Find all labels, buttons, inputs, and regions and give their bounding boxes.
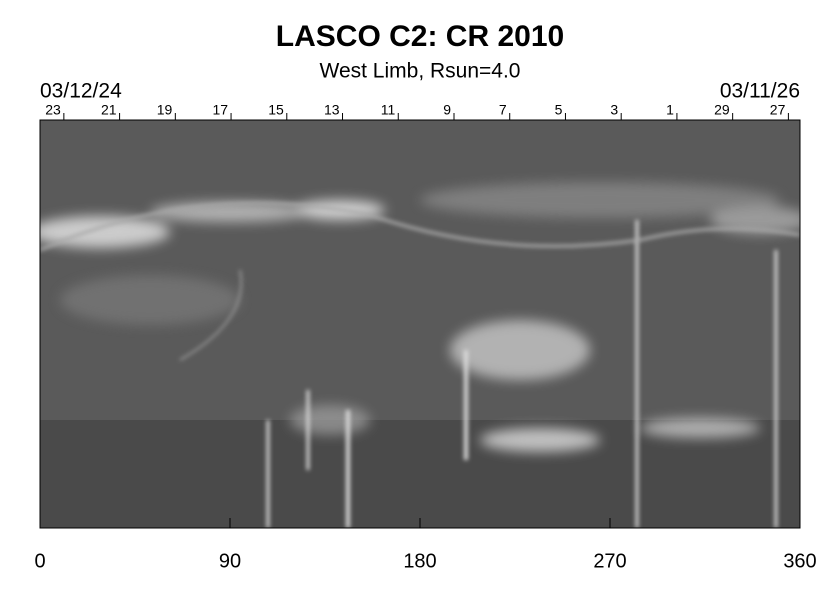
top-tick-label: 3 xyxy=(610,102,618,118)
end-date: 03/11/26 xyxy=(720,80,800,103)
top-tick-label: 7 xyxy=(499,102,507,118)
x-tick-label: 180 xyxy=(403,550,436,572)
start-date: 03/12/24 xyxy=(40,80,122,103)
top-tick-label: 5 xyxy=(555,102,563,118)
top-tick-label: 13 xyxy=(324,102,340,118)
x-tick-label: 90 xyxy=(219,550,241,572)
top-tick-label: 17 xyxy=(212,102,228,118)
top-tick-label: 23 xyxy=(45,102,61,118)
x-tick-label: 360 xyxy=(783,550,816,572)
x-tick-label: 0 xyxy=(34,550,45,572)
top-tick-label: 29 xyxy=(714,102,730,118)
top-tick-label: 27 xyxy=(770,102,786,118)
top-tick-label: 19 xyxy=(157,102,173,118)
top-tick-label: 1 xyxy=(666,102,674,118)
top-tick-label: 21 xyxy=(101,102,117,118)
chart-title: LASCO C2: CR 2010 xyxy=(276,20,564,53)
top-tick-label: 15 xyxy=(268,102,284,118)
x-tick-label: 270 xyxy=(593,550,626,572)
top-tick-label: 9 xyxy=(443,102,451,118)
chart-subtitle: West Limb, Rsun=4.0 xyxy=(320,60,521,83)
synoptic-map xyxy=(40,120,800,528)
top-tick-label: 11 xyxy=(381,102,396,118)
